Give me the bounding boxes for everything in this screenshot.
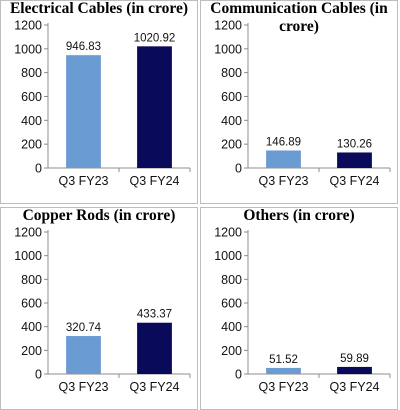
chart-title: Copper Rods (in crore)	[22, 207, 176, 224]
y-tick-label: 200	[21, 344, 42, 358]
x-tick-label: Q3 FY23	[258, 174, 308, 188]
y-tick-label: 0	[35, 368, 42, 382]
bar	[337, 366, 372, 374]
data-label: 433.37	[137, 309, 172, 321]
data-label: 51.52	[269, 354, 298, 366]
bar	[66, 336, 101, 374]
y-tick-label: 1200	[14, 226, 42, 240]
y-tick-label: 800	[221, 273, 242, 287]
bar	[266, 150, 301, 168]
chart-title: Others (in crore)	[243, 207, 355, 224]
y-tick-label: 0	[235, 368, 242, 382]
data-label: 59.89	[340, 353, 369, 365]
x-tick-label: Q3 FY24	[129, 174, 179, 188]
x-tick-label: Q3 FY24	[129, 380, 179, 394]
y-tick-label: 200	[21, 138, 42, 152]
bar	[337, 152, 372, 168]
y-tick-label: 1000	[14, 249, 42, 263]
chart-panel-others: Others (in crore) 0 200 400 600 800 1000 1200 5…	[200, 207, 398, 410]
y-tick-label: 1000	[214, 249, 242, 263]
y-tick-label: 600	[221, 297, 242, 311]
y-tick-label: 1200	[14, 19, 42, 33]
y-tick-label: 1000	[14, 42, 42, 56]
data-label: 320.74	[66, 322, 102, 334]
y-tick-label: 400	[221, 114, 242, 128]
bar-chart: 0 200 400 600 800 1000 1200 946.83 Q3 FY23 1020.9…	[0, 0, 198, 204]
chart-panel-communication-cables: Communication Cables (in crore) 0 200 400 6…	[200, 0, 398, 204]
bar-chart: 0 200 400 600 800 1000 1200 320.74 Q3 FY23 433.37…	[0, 207, 198, 410]
x-tick-label: Q3 FY24	[329, 174, 379, 188]
y-tick-label: 1200	[214, 19, 242, 33]
bar-chart: 0 200 400 600 800 1000 1200 146.89 Q3 FY23 130.26…	[200, 0, 398, 204]
y-tick-label: 0	[35, 162, 42, 176]
x-tick-label: Q3 FY23	[258, 380, 308, 394]
data-label: 146.89	[266, 136, 301, 148]
y-tick-label: 600	[221, 90, 242, 104]
y-tick-label: 600	[21, 90, 42, 104]
y-tick-label: 200	[221, 138, 242, 152]
x-tick-label: Q3 FY23	[58, 380, 108, 394]
data-label: 130.26	[337, 138, 372, 150]
x-tick-label: Q3 FY24	[329, 380, 379, 394]
chart-frame	[200, 0, 398, 204]
bar	[66, 55, 101, 168]
x-tick-label: Q3 FY23	[58, 174, 108, 188]
chart-frame	[0, 0, 198, 204]
y-tick-label: 200	[221, 344, 242, 358]
chart-panel-electrical-cables: Electrical Cables (in crore) 0 200 400 600 8…	[0, 0, 198, 204]
bar	[266, 367, 301, 374]
y-tick-label: 400	[21, 320, 42, 334]
data-label: 946.83	[66, 41, 101, 53]
y-tick-label: 1000	[214, 42, 242, 56]
chart-title: Communication Cables (in crore)	[210, 0, 388, 35]
y-tick-label: 600	[21, 297, 42, 311]
chart-panel-copper-rods: Copper Rods (in crore) 0 200 400 600 800 1000…	[0, 207, 198, 410]
y-tick-label: 800	[221, 66, 242, 80]
y-tick-label: 1200	[214, 226, 242, 240]
bar-chart: 0 200 400 600 800 1000 1200 51.52 Q3 FY23 59.89 Q3…	[200, 207, 398, 410]
y-tick-label: 400	[221, 320, 242, 334]
y-tick-label: 800	[21, 273, 42, 287]
y-tick-label: 0	[235, 162, 242, 176]
chart-title: Electrical Cables (in crore)	[9, 0, 189, 17]
y-tick-label: 400	[21, 114, 42, 128]
bar	[137, 322, 172, 374]
bar	[137, 46, 172, 169]
data-label: 1020.92	[134, 32, 176, 44]
y-tick-label: 800	[21, 66, 42, 80]
